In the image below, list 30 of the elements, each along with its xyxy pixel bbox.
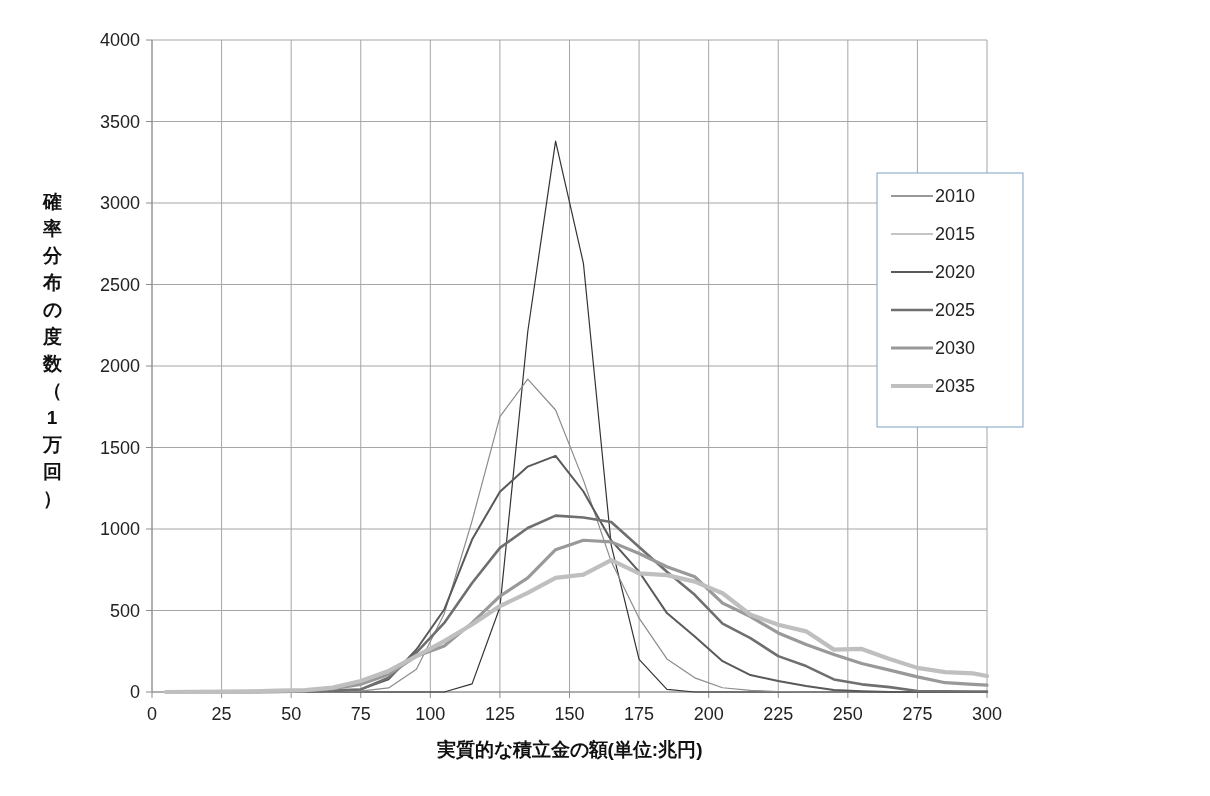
legend-label: 2030 xyxy=(935,338,976,359)
y-tick-label: 0 xyxy=(129,682,140,703)
x-tick-label: 300 xyxy=(971,704,1003,724)
x-tick-label: 250 xyxy=(832,704,863,724)
x-tick-label: 25 xyxy=(211,704,232,724)
y-tick-label: 500 xyxy=(109,600,140,621)
legend-label: 2010 xyxy=(935,186,976,207)
y-tick-label: 1000 xyxy=(99,519,140,540)
x-axis-title: 実質的な積立金の額(単位:兆円) xyxy=(435,739,703,760)
x-tick-label: 100 xyxy=(415,704,446,724)
y-tick-label: 3000 xyxy=(99,193,140,214)
x-tick-label: 125 xyxy=(484,704,515,724)
legend-label: 2035 xyxy=(935,376,976,397)
y-tick-label: 1500 xyxy=(99,437,140,458)
y-tick-label: 2500 xyxy=(99,274,140,295)
x-tick-label: 75 xyxy=(350,704,371,724)
x-tick-label: 0 xyxy=(146,704,158,724)
y-tick-label: 2000 xyxy=(99,356,140,377)
x-tick-label: 275 xyxy=(902,704,933,724)
x-tick-label: 50 xyxy=(281,704,302,724)
x-tick-label: 225 xyxy=(763,704,794,724)
legend-label: 2020 xyxy=(935,262,976,283)
legend-label: 2025 xyxy=(935,300,976,321)
legend-label: 2015 xyxy=(935,224,976,245)
x-tick-label: 200 xyxy=(693,704,724,724)
x-tick-label: 150 xyxy=(554,704,585,724)
y-tick-label: 4000 xyxy=(99,30,140,51)
text: 確率分布の度数（1万回） xyxy=(42,191,62,509)
y-tick-label: 3500 xyxy=(99,111,140,132)
x-tick-label: 175 xyxy=(624,704,655,724)
